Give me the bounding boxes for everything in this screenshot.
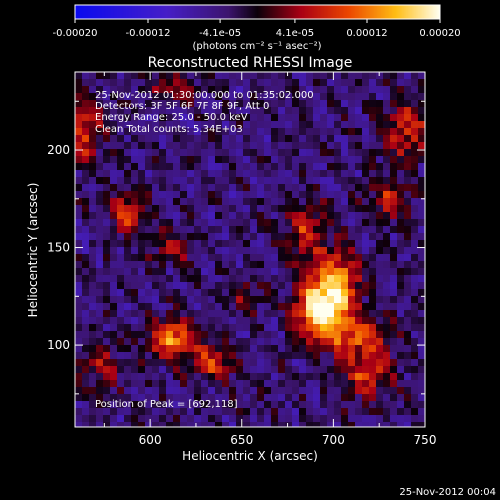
y-tick-label: 200 — [47, 143, 70, 157]
colorbar — [75, 5, 440, 19]
colorbar-tick-label: 0.00020 — [419, 28, 460, 39]
axis-ticks: 600 650 700 750 100 150 200 — [47, 72, 436, 447]
info-line-time: 25-Nov-2012 01:30:00.000 to 01:35:02.000 — [95, 90, 314, 101]
colorbar-tick-label: 4.1e-05 — [276, 28, 314, 39]
chart-title: Reconstructed RHESSI Image — [148, 55, 353, 71]
y-axis-label: Heliocentric Y (arcsec) — [26, 183, 40, 318]
peak-position-label: Position of Peak = [692,118] — [95, 399, 238, 410]
colorbar-tick-label: -0.00020 — [53, 28, 98, 39]
info-line-energy: Energy Range: 25.0 - 50.0 keV — [95, 112, 248, 123]
colorbar-tick-label: 0.00012 — [346, 28, 387, 39]
colorbar-tick-label: -0.00012 — [126, 28, 171, 39]
y-tick-label: 150 — [47, 241, 70, 255]
x-axis-label: Heliocentric X (arcsec) — [182, 449, 318, 463]
plot-frame — [74, 71, 426, 428]
colorbar-frame — [74, 4, 441, 20]
footer-timestamp: 25-Nov-2012 00:04 — [399, 487, 496, 498]
x-tick-label: 650 — [230, 433, 253, 447]
colorbar-tick-label: -4.1e-05 — [199, 28, 241, 39]
colorbar-unit-label: (photons cm⁻² s⁻¹ asec⁻²) — [192, 41, 321, 52]
info-line-clean: Clean Total counts: 5.34E+03 — [95, 124, 243, 135]
x-tick-label: 700 — [322, 433, 345, 447]
info-line-detectors: Detectors: 3F 5F 6F 7F 8F 9F, Att 0 — [95, 101, 269, 112]
heatmap-image — [75, 72, 425, 427]
y-tick-label: 100 — [47, 338, 70, 352]
colorbar-ticks: -0.00020 -0.00012 -4.1e-05 4.1e-05 0.00012 0.… — [53, 19, 461, 39]
x-tick-label: 600 — [139, 433, 162, 447]
x-tick-label: 750 — [414, 433, 437, 447]
